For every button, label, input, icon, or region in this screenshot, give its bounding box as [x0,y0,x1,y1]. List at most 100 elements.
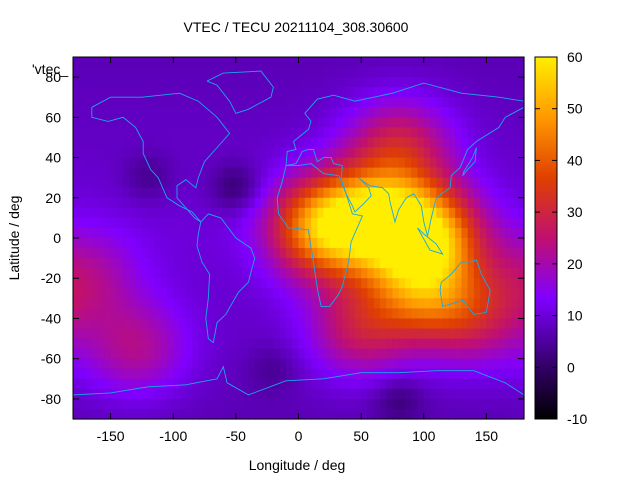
heatmap-cell [166,378,174,390]
heatmap-cell [123,177,130,189]
heatmap-cell [367,217,375,229]
heatmap-cell [492,358,500,370]
heatmap-cell [279,227,287,239]
heatmap-cell [373,308,381,320]
heatmap-cell [473,227,481,239]
heatmap-cell [354,358,362,370]
heatmap-cell [285,117,293,128]
heatmap-cell [486,217,494,229]
heatmap-cell [129,238,137,249]
heatmap-cell [192,398,199,410]
heatmap-cell [517,278,525,289]
heatmap-cell [404,77,412,88]
heatmap-cell [373,258,381,269]
heatmap-cell [210,408,218,420]
heatmap-cell [373,388,381,400]
heatmap-cell [273,348,281,360]
heatmap-cell [461,217,469,229]
heatmap-cell [98,278,105,289]
heatmap-cell [148,348,156,360]
heatmap-cell [492,97,500,108]
heatmap-cell [148,258,156,269]
heatmap-cell [486,57,494,68]
heatmap-cell [135,378,143,390]
heatmap-cell [430,238,437,249]
heatmap-cell [511,278,519,289]
heatmap-cell [473,408,481,420]
heatmap-cell [336,77,343,88]
heatmap-cell [192,298,199,309]
heatmap-cell [248,338,256,350]
heatmap-cell [185,388,193,400]
heatmap-cell [411,268,419,279]
heatmap-cell [248,278,256,289]
heatmap-cell [436,117,444,128]
heatmap-cell [198,338,206,350]
heatmap-cell [354,127,362,139]
heatmap-cell [198,107,206,118]
heatmap-cell [361,217,368,229]
heatmap-cell [517,298,525,309]
heatmap-cell [411,328,419,340]
heatmap-cell [223,227,231,239]
heatmap-cell [248,288,256,299]
heatmap-cell [498,358,506,370]
heatmap-cell [448,278,456,289]
heatmap-cell [254,207,262,219]
heatmap-cell [91,207,99,219]
heatmap-cell [85,117,93,128]
heatmap-cell [473,358,481,370]
heatmap-cell [210,338,218,350]
heatmap-cell [442,157,450,169]
heatmap-cell [311,57,318,68]
heatmap-cell [329,97,337,108]
heatmap-cell [173,238,181,249]
heatmap-cell [198,197,206,209]
heatmap-cell [517,97,525,108]
heatmap-cell [235,157,243,169]
heatmap-cell [110,378,118,390]
heatmap-cell [379,197,387,209]
heatmap-cell [467,87,475,98]
heatmap-cell [467,308,475,320]
heatmap-cell [210,268,218,279]
heatmap-cell [417,137,425,149]
heatmap-cell [273,167,281,179]
heatmap-cell [417,358,425,370]
heatmap-cell [329,278,337,289]
heatmap-cell [192,338,199,350]
heatmap-cell [461,328,469,340]
heatmap-cell [298,278,306,289]
heatmap-cell [123,197,130,209]
heatmap-cell [311,398,318,410]
colorbar-tick-label: 50 [567,101,583,117]
heatmap-cell [404,117,412,128]
heatmap-cell [373,137,381,149]
heatmap-cell [98,258,105,269]
heatmap-cell [104,398,112,410]
heatmap-cell [386,97,394,108]
heatmap-cell [467,157,475,169]
heatmap-cell [204,97,212,108]
heatmap-cell [298,288,306,299]
heatmap-cell [273,197,281,209]
heatmap-cell [204,107,212,118]
heatmap-cell [304,127,312,139]
heatmap-cell [173,318,181,330]
heatmap-cell [430,388,437,400]
heatmap-cell [467,147,475,159]
heatmap-cell [166,67,174,78]
heatmap-cell [386,217,394,229]
heatmap-cell [430,227,437,239]
heatmap-cell [192,177,199,189]
heatmap-cell [517,358,525,370]
heatmap-cell [367,248,375,259]
heatmap-cell [304,288,312,299]
heatmap-cell [242,77,249,88]
heatmap-cell [323,338,331,350]
heatmap-cell [323,288,331,299]
heatmap-cell [354,248,362,259]
heatmap-cell [392,187,400,199]
heatmap-cell [292,157,300,169]
heatmap-cell [311,328,318,340]
